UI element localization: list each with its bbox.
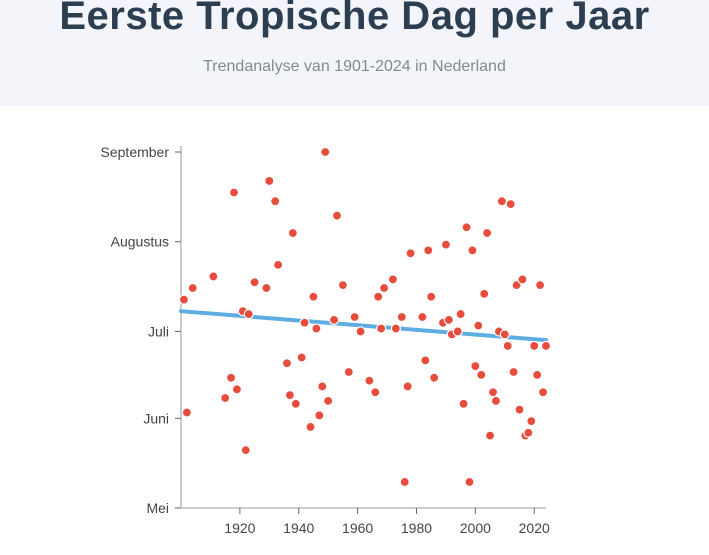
data-point: [443, 314, 454, 325]
data-point: [328, 314, 340, 325]
data-point: [496, 196, 507, 207]
data-point: [440, 239, 452, 250]
data-point: [529, 340, 540, 352]
data-point: [537, 387, 549, 398]
data-point: [331, 210, 343, 221]
scatter-chart: Mei Juni Juli Augustus September 1920 1940 1960…: [101, 144, 552, 536]
trend-line: [179, 309, 548, 343]
data-point: [390, 323, 401, 334]
data-point: [502, 340, 513, 352]
data-point: [355, 326, 366, 337]
data-point: [470, 361, 481, 372]
data-point: [314, 410, 325, 421]
data-point: [264, 175, 275, 187]
data-point: [228, 187, 240, 198]
data-point: [270, 196, 281, 207]
data-point: [467, 245, 478, 256]
data-point: [261, 282, 272, 294]
data-point: [517, 274, 528, 285]
data-point: [178, 294, 190, 305]
data-point: [429, 372, 440, 383]
data-point: [476, 369, 487, 380]
data-point: [323, 395, 334, 407]
y-tick-label: Juli: [148, 323, 169, 339]
data-point: [535, 280, 546, 291]
data-point: [455, 308, 466, 320]
data-point: [379, 282, 390, 294]
data-point: [220, 392, 231, 404]
data-point: [187, 282, 198, 294]
data-point: [208, 271, 219, 282]
data-point: [281, 358, 293, 369]
data-point: [461, 222, 472, 233]
data-point: [320, 146, 331, 158]
data-point: [231, 384, 243, 395]
data-point: [487, 387, 499, 398]
data-point: [308, 291, 319, 302]
data-point: [452, 326, 463, 337]
page-title: Eerste Tropische Dag per Jaar: [59, 0, 650, 38]
data-point: [299, 317, 310, 328]
data-point: [473, 320, 484, 331]
data-point: [479, 288, 490, 299]
data-point: [364, 375, 375, 386]
x-tick-label: 1960: [342, 520, 373, 536]
data-point: [423, 245, 434, 256]
x-tick-label: 2000: [460, 520, 491, 536]
data-point: [526, 416, 537, 427]
data-point: [311, 323, 322, 334]
data-point: [243, 308, 254, 320]
data-point: [296, 352, 307, 363]
data-point: [514, 404, 525, 415]
y-tick-label: Juni: [143, 410, 169, 426]
data-point: [287, 227, 298, 239]
header-banner: Eerste Tropische Dag per Jaar Trendanaly…: [0, 0, 709, 106]
data-point: [181, 407, 192, 418]
data-point: [405, 248, 416, 259]
data-point: [402, 381, 413, 392]
data-point: [420, 355, 431, 366]
x-tick-label: 1920: [224, 520, 255, 536]
data-point: [399, 476, 410, 488]
data-point: [373, 291, 384, 302]
data-point: [343, 366, 354, 378]
data-point: [284, 390, 296, 401]
data-point: [540, 340, 552, 352]
y-tick-label: September: [101, 144, 170, 160]
data-point: [387, 274, 399, 285]
y-tick-label: Mei: [146, 500, 169, 516]
data-point: [305, 421, 316, 433]
data-point: [249, 277, 260, 288]
data-point: [396, 311, 407, 323]
x-tick-label: 1980: [401, 520, 432, 536]
data-point: [417, 311, 428, 323]
data-point: [290, 398, 301, 409]
data-point: [523, 427, 534, 438]
data-point: [426, 291, 437, 302]
data-point: [458, 398, 469, 409]
data-point: [499, 329, 510, 340]
data-point: [337, 280, 348, 291]
data-point: [505, 198, 516, 210]
data-point: [532, 369, 543, 380]
data-point: [484, 430, 496, 441]
data-point: [508, 366, 519, 378]
data-point: [370, 387, 381, 398]
data-point: [376, 323, 387, 334]
data-point: [464, 476, 475, 488]
page-subtitle: Trendanalyse van 1901-2024 in Nederland: [203, 58, 506, 75]
data-point: [240, 445, 251, 456]
x-tick-label: 2020: [519, 520, 550, 536]
data-point: [225, 372, 237, 383]
data-point: [349, 311, 360, 323]
data-point: [490, 395, 502, 407]
data-point: [482, 227, 493, 239]
x-tick-label: 1940: [283, 520, 314, 536]
y-tick-label: Augustus: [111, 234, 169, 250]
data-point: [317, 381, 328, 392]
data-point: [273, 259, 284, 270]
